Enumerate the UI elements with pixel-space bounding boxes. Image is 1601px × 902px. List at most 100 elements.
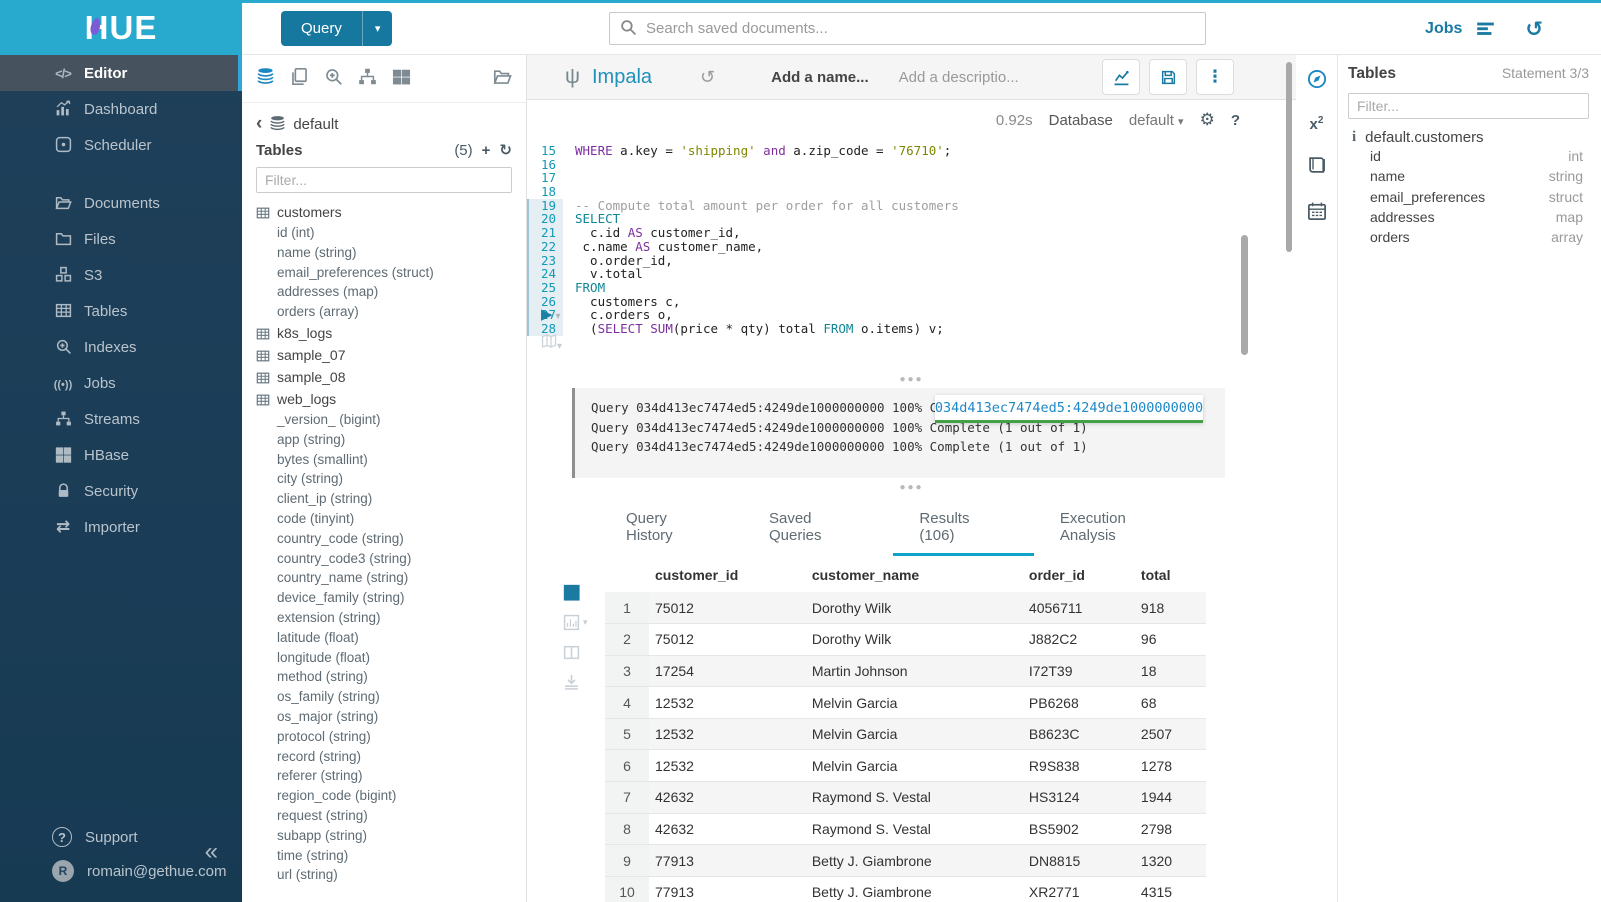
tree-column[interactable]: request (string) [242,806,526,826]
database-name[interactable]: default [293,116,338,133]
query-description-field[interactable]: Add a descriptio... [899,69,1019,86]
tree-column[interactable]: addresses (map) [242,282,526,302]
sitemap-icon[interactable] [358,67,377,91]
tree-column[interactable]: method (string) [242,667,526,687]
sidebar-item-importer[interactable]: ⇄Importer [0,509,242,545]
global-search[interactable] [609,12,1206,45]
caret-down-icon[interactable]: ▾ [363,22,393,35]
history-icon[interactable]: ↺ [700,67,715,88]
save-button[interactable] [1149,59,1187,95]
tree-column[interactable]: country_name (string) [242,568,526,588]
info-icon[interactable]: i [1352,129,1356,146]
tree-column[interactable]: _version_ (bigint) [242,410,526,430]
table-column-id[interactable]: idint [1348,146,1589,166]
tab-execution-analysis[interactable]: Execution Analysis [1034,502,1210,556]
tree-column[interactable]: extension (string) [242,608,526,628]
book-icon[interactable] [1307,155,1327,180]
tree-column[interactable]: device_family (string) [242,588,526,608]
tree-column[interactable]: subapp (string) [242,826,526,846]
tree-column[interactable]: email_preferences (struct) [242,263,526,283]
sidebar-item-hbase[interactable]: HBase [0,437,242,473]
folder-open-icon[interactable] [493,67,512,91]
active-table-row[interactable]: i default.customers [1348,129,1589,146]
tree-column[interactable]: os_major (string) [242,707,526,727]
grid-icon[interactable] [392,67,411,91]
functions-icon[interactable]: x2 [1310,115,1324,134]
tree-column[interactable]: region_code (bigint) [242,786,526,806]
tree-column[interactable]: country_code (string) [242,529,526,549]
sidebar-item-jobs[interactable]: ((•))Jobs [0,365,242,401]
double-chevron-left-icon[interactable]: « [205,838,218,866]
tree-table-web-logs[interactable]: web_logs [242,388,526,410]
tree-column[interactable]: city (string) [242,469,526,489]
refresh-icon[interactable]: ↻ [499,141,512,159]
table-column-addresses[interactable]: addressesmap [1348,207,1589,227]
sidebar-item-scheduler[interactable]: Scheduler [0,127,242,163]
tree-column[interactable]: record (string) [242,747,526,767]
columns-icon[interactable] [563,644,589,661]
editor-scrollbar[interactable] [1241,235,1248,355]
new-query-button[interactable]: Query ▾ [281,11,392,46]
tree-column[interactable]: time (string) [242,846,526,866]
list-icon[interactable] [1476,19,1495,40]
calendar-icon[interactable] [1307,201,1327,226]
grid-table-icon[interactable] [563,584,589,601]
page-scrollbar[interactable] [1286,62,1292,252]
column-header-customer-name[interactable]: customer_name [806,558,1023,592]
tree-column[interactable]: code (tinyint) [242,509,526,529]
tree-table-k8s-logs[interactable]: k8s_logs [242,322,526,344]
tree-column[interactable]: bytes (smallint) [242,450,526,470]
jobs-link[interactable]: Jobs [1425,20,1462,38]
chart-button[interactable] [1102,59,1140,95]
code-editor[interactable]: 15WHERE a.key = 'shipping' and a.zip_cod… [527,140,1296,370]
tree-column[interactable]: latitude (float) [242,628,526,648]
tab-saved-queries[interactable]: Saved Queries [743,502,893,556]
sidebar-item-editor[interactable]: </>Editor [0,55,242,91]
sidebar-item-streams[interactable]: Streams [0,401,242,437]
zoom-plus-icon[interactable] [324,67,343,91]
compass-icon[interactable] [1307,69,1327,94]
tree-column[interactable]: app (string) [242,430,526,450]
bar-chart-icon[interactable]: ▾ [563,614,589,631]
tree-column[interactable]: country_code3 (string) [242,549,526,569]
tree-table-sample-08[interactable]: sample_08 [242,366,526,388]
table-column-email-preferences[interactable]: email_preferencesstruct [1348,187,1589,207]
tables-filter-input[interactable] [256,167,512,193]
right-filter-input[interactable] [1348,93,1589,119]
play-button[interactable]: ▶▾ [541,305,561,323]
tree-table-customers[interactable]: customers [242,201,526,223]
query-name-field[interactable]: Add a name... [771,69,869,86]
column-header-customer-id[interactable]: customer_id [649,558,806,592]
tree-column[interactable]: id (int) [242,223,526,243]
tree-column[interactable]: client_ip (string) [242,489,526,509]
search-input[interactable] [646,20,1195,37]
sidebar-item-documents[interactable]: Documents [0,185,242,221]
download-icon[interactable] [563,674,589,691]
table-column-name[interactable]: namestring [1348,166,1589,186]
tree-column[interactable]: orders (array) [242,302,526,322]
copy-documents-icon[interactable] [290,67,309,91]
sidebar-item-indexes[interactable]: Indexes [0,329,242,365]
table-column-orders[interactable]: ordersarray [1348,227,1589,247]
tree-column[interactable]: referer (string) [242,766,526,786]
tree-column[interactable]: name (string) [242,243,526,263]
tab-query-history[interactable]: Query History [600,502,743,556]
gear-icon[interactable]: ⚙ [1200,110,1215,130]
map-icon[interactable]: ▾ [541,333,562,354]
sidebar-item-s3[interactable]: S3 [0,257,242,293]
tree-column[interactable]: os_family (string) [242,687,526,707]
sidebar-item-files[interactable]: Files [0,221,242,257]
tab-results-106-[interactable]: Results (106) [893,502,1034,556]
database-icon[interactable] [256,67,275,91]
sidebar-item-dashboard[interactable]: Dashboard [0,91,242,127]
tree-column[interactable]: url (string) [242,865,526,885]
resize-handle[interactable]: ●●● [527,370,1296,388]
logo-bar[interactable]: HUE [0,0,242,55]
chevron-left-icon[interactable]: ‹ [256,118,262,130]
tree-table-sample-07[interactable]: sample_07 [242,344,526,366]
help-icon[interactable]: ? [1231,112,1240,129]
tree-column[interactable]: user_agent (string) [242,885,526,889]
sidebar-item-tables[interactable]: Tables [0,293,242,329]
column-header-order-id[interactable]: order_id [1023,558,1135,592]
tree-column[interactable]: protocol (string) [242,727,526,747]
